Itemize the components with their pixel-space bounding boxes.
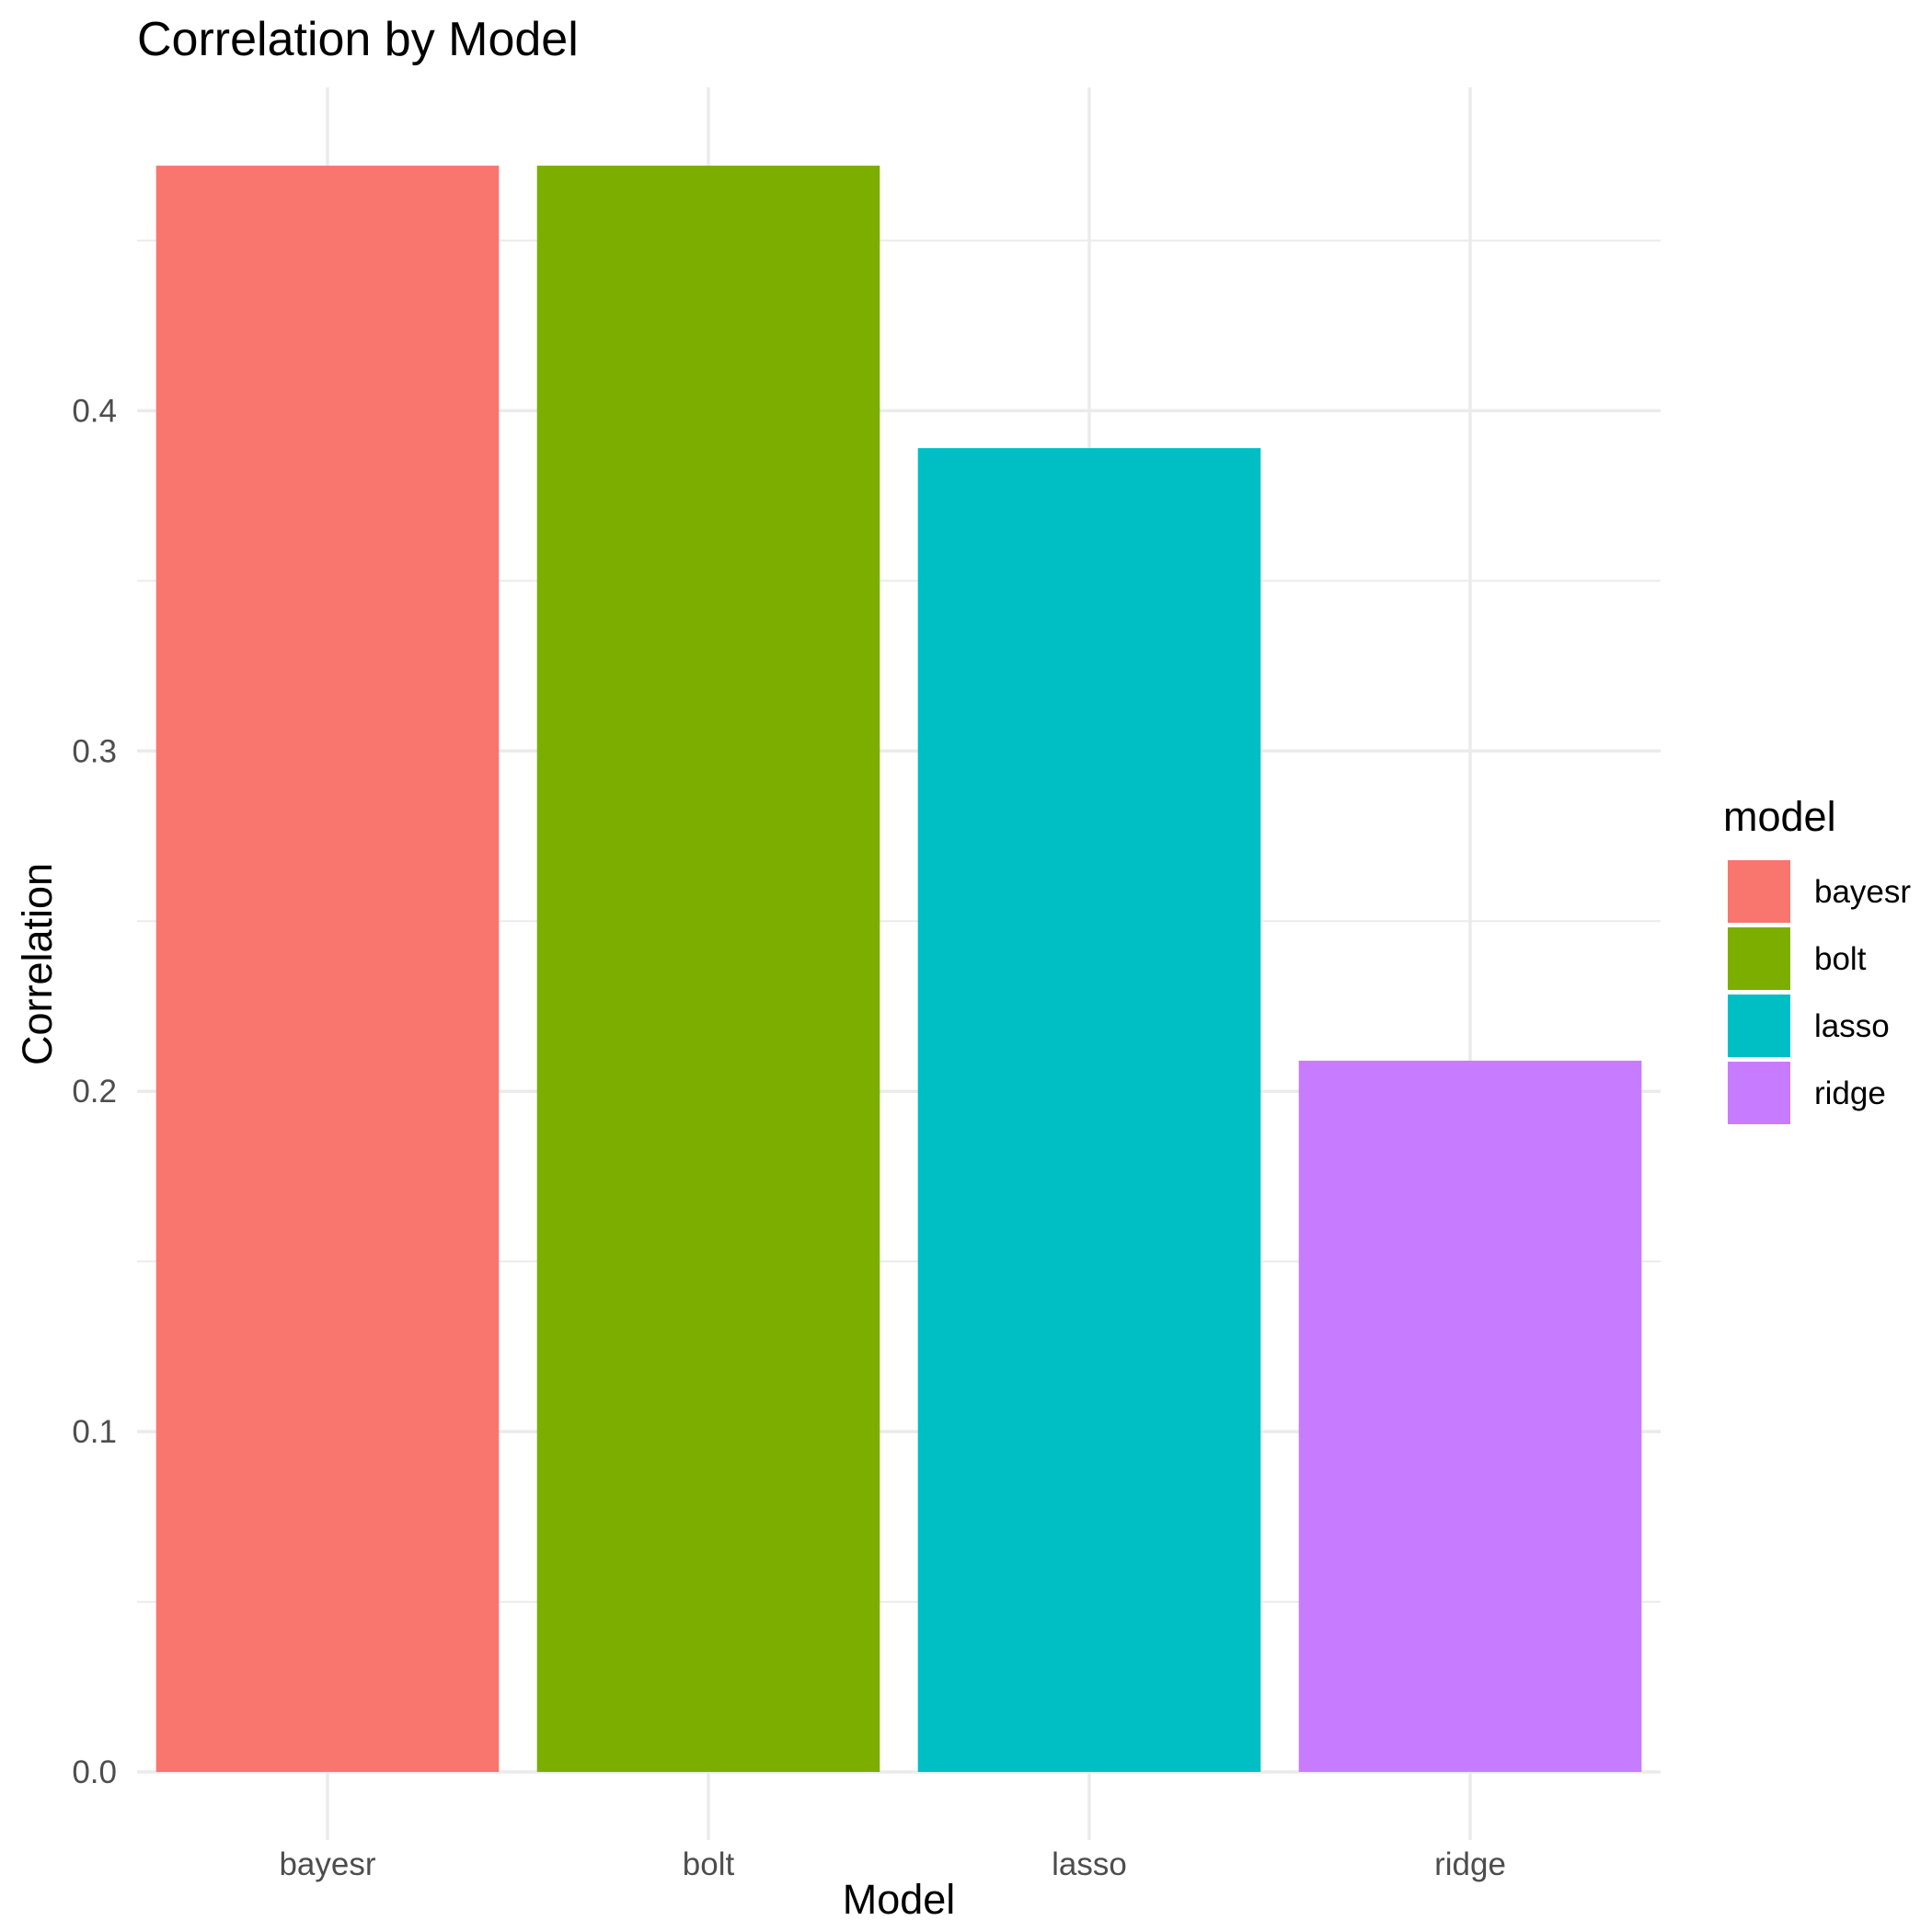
legend-key-lasso: [1728, 995, 1790, 1057]
x-axis-title: Model: [843, 1876, 956, 1923]
legend-key-bolt: [1728, 927, 1790, 990]
chart-title: Correlation by Model: [137, 13, 579, 66]
y-tick-label: 0.2: [72, 1074, 117, 1110]
y-tick-label: 0.0: [72, 1754, 117, 1790]
y-axis-title: Correlation: [14, 863, 61, 1065]
y-tick-label: 0.4: [72, 393, 117, 429]
legend-key-ridge: [1728, 1062, 1790, 1124]
legend-title: model: [1723, 793, 1836, 840]
legend-key-bayesr: [1728, 860, 1790, 923]
bars: [155, 166, 1642, 1773]
bar-bayesr: [155, 166, 500, 1773]
legend-label: bayesr: [1814, 874, 1911, 910]
y-axis-ticks: 0.0 0.1 0.2 0.3 0.4: [72, 393, 117, 1790]
legend-label: bolt: [1814, 941, 1867, 977]
legend-label: ridge: [1814, 1075, 1886, 1111]
x-tick-label: bayesr: [279, 1846, 375, 1882]
y-tick-label: 0.1: [72, 1414, 117, 1450]
x-tick-label: bolt: [683, 1846, 735, 1882]
legend: model bayesr bolt lasso ridge: [1723, 793, 1911, 1124]
x-axis-ticks: bayesr bolt lasso ridge: [279, 1846, 1505, 1882]
legend-label: lasso: [1814, 1008, 1890, 1044]
x-tick-label: lasso: [1052, 1846, 1127, 1882]
y-tick-label: 0.3: [72, 733, 117, 769]
bar-bolt: [536, 166, 880, 1773]
x-tick-label: ridge: [1434, 1846, 1506, 1882]
bar-lasso: [917, 448, 1261, 1773]
bar-ridge: [1298, 1060, 1642, 1773]
